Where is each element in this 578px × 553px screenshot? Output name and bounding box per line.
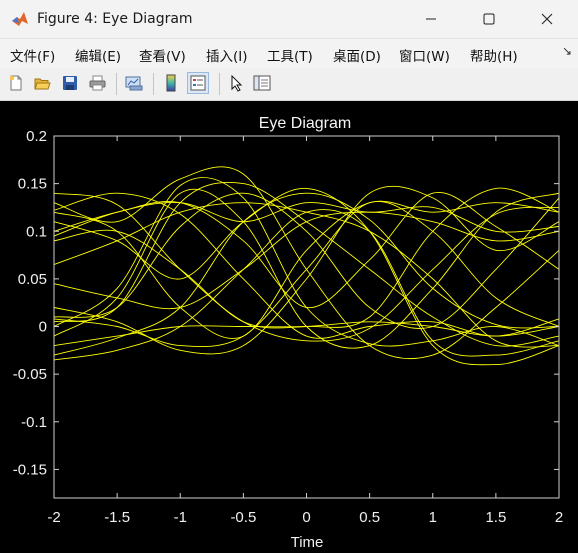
x-tick-label: 1 — [429, 509, 437, 526]
maximize-button[interactable] — [460, 0, 518, 38]
save-icon — [63, 76, 77, 90]
link-plot-button[interactable] — [123, 72, 145, 94]
eye-trace-1 — [53, 192, 560, 342]
toolbar-separator — [219, 73, 220, 95]
minimize-icon — [426, 18, 436, 20]
insert-legend-button[interactable] — [187, 72, 209, 94]
eye-trace-13 — [53, 192, 560, 308]
edit-plot-button[interactable] — [226, 72, 248, 94]
y-tick-label: -0.05 — [13, 366, 47, 383]
eye-trace-11 — [53, 192, 560, 329]
eye-trace-17 — [53, 187, 560, 366]
menu-insert[interactable]: 插入(I) — [206, 49, 248, 65]
toolbar-separator — [116, 73, 117, 95]
insert-colorbar-button[interactable] — [160, 72, 182, 94]
link-plot-icon — [125, 76, 143, 91]
menu-file[interactable]: 文件(F) — [10, 49, 56, 65]
x-tick-label: 0 — [302, 509, 310, 526]
menu-help[interactable]: 帮助(H) — [470, 49, 518, 65]
close-icon — [541, 13, 553, 25]
x-tick-label: 2 — [555, 509, 563, 526]
eye-trace-14 — [53, 209, 560, 361]
eye-trace-12 — [53, 192, 560, 356]
x-tick-label: -2 — [47, 509, 60, 526]
eye-trace-15 — [53, 201, 560, 348]
axes-box — [53, 135, 560, 499]
eye-trace-4 — [53, 188, 560, 349]
menu-view[interactable]: 查看(V) — [139, 49, 186, 65]
x-tick-label: 1.5 — [485, 509, 506, 526]
x-axis-label: Time — [291, 534, 324, 551]
property-inspector-button[interactable] — [251, 72, 273, 94]
traces-layer — [53, 166, 560, 366]
menu-bar: 文件(F) 编辑(E) 查看(V) 插入(I) 工具(T) 桌面(D) 窗口(W… — [0, 38, 578, 69]
figure-toolbar — [0, 68, 578, 101]
print-button[interactable] — [86, 72, 108, 94]
edit-plot-pointer-icon — [231, 74, 243, 92]
y-tick-label: 0.2 — [26, 128, 47, 145]
eye-trace-18 — [53, 185, 560, 355]
close-button[interactable] — [518, 0, 576, 38]
x-tick-label: 0.5 — [359, 509, 380, 526]
print-icon — [89, 75, 105, 91]
eye-trace-3 — [53, 181, 560, 347]
title-bar[interactable]: Figure 4: Eye Diagram — [0, 0, 578, 38]
insert-legend-icon — [190, 75, 206, 91]
eye-diagram-chart[interactable]: -2 -1.5 -1 -0.5 0 0.5 1 1.5 2 0.2 0.15 0.1 0.05 0 -0.0… — [0, 101, 578, 553]
minimize-button[interactable] — [402, 0, 460, 38]
ticks-layer: -2 -1.5 -1 -0.5 0 0.5 1 1.5 2 0.2 0.15 0.1 0.05 0 -0.0… — [13, 128, 563, 526]
eye-trace-16 — [53, 211, 560, 310]
eye-trace-8 — [53, 192, 560, 339]
new-figure-button[interactable] — [5, 72, 27, 94]
menu-edit[interactable]: 编辑(E) — [75, 49, 122, 65]
y-tick-label: 0.15 — [18, 176, 47, 193]
open-file-button[interactable] — [31, 72, 53, 94]
plot-area[interactable]: -2 -1.5 -1 -0.5 0 0.5 1 1.5 2 0.2 0.15 0.1 0.05 0 -0.0… — [0, 101, 578, 553]
x-tick-label: -0.5 — [230, 509, 256, 526]
y-tick-label: -0.15 — [13, 461, 47, 478]
chart-title: Eye Diagram — [259, 115, 351, 132]
window-title: Figure 4: Eye Diagram — [37, 11, 193, 27]
y-tick-label: 0 — [39, 319, 47, 336]
x-tick-label: -1.5 — [104, 509, 130, 526]
y-tick-label: 0.1 — [26, 223, 47, 240]
menu-overflow-icon[interactable]: ↘ — [561, 44, 572, 58]
maximize-icon — [483, 13, 495, 25]
insert-colorbar-icon — [166, 74, 176, 92]
eye-trace-19 — [53, 200, 560, 339]
save-button[interactable] — [59, 72, 81, 94]
y-tick-label: 0.05 — [18, 271, 47, 288]
new-figure-icon — [9, 75, 22, 91]
menu-tools[interactable]: 工具(T) — [267, 49, 313, 65]
property-inspector-icon — [253, 75, 271, 91]
y-tick-label: -0.1 — [21, 414, 47, 431]
toolbar-separator — [153, 73, 154, 95]
x-tick-label: -1 — [174, 509, 187, 526]
open-file-icon — [33, 78, 51, 89]
menu-window[interactable]: 窗口(W) — [399, 49, 450, 65]
menu-desktop[interactable]: 桌面(D) — [333, 49, 381, 65]
matlab-logo-icon — [12, 12, 28, 26]
